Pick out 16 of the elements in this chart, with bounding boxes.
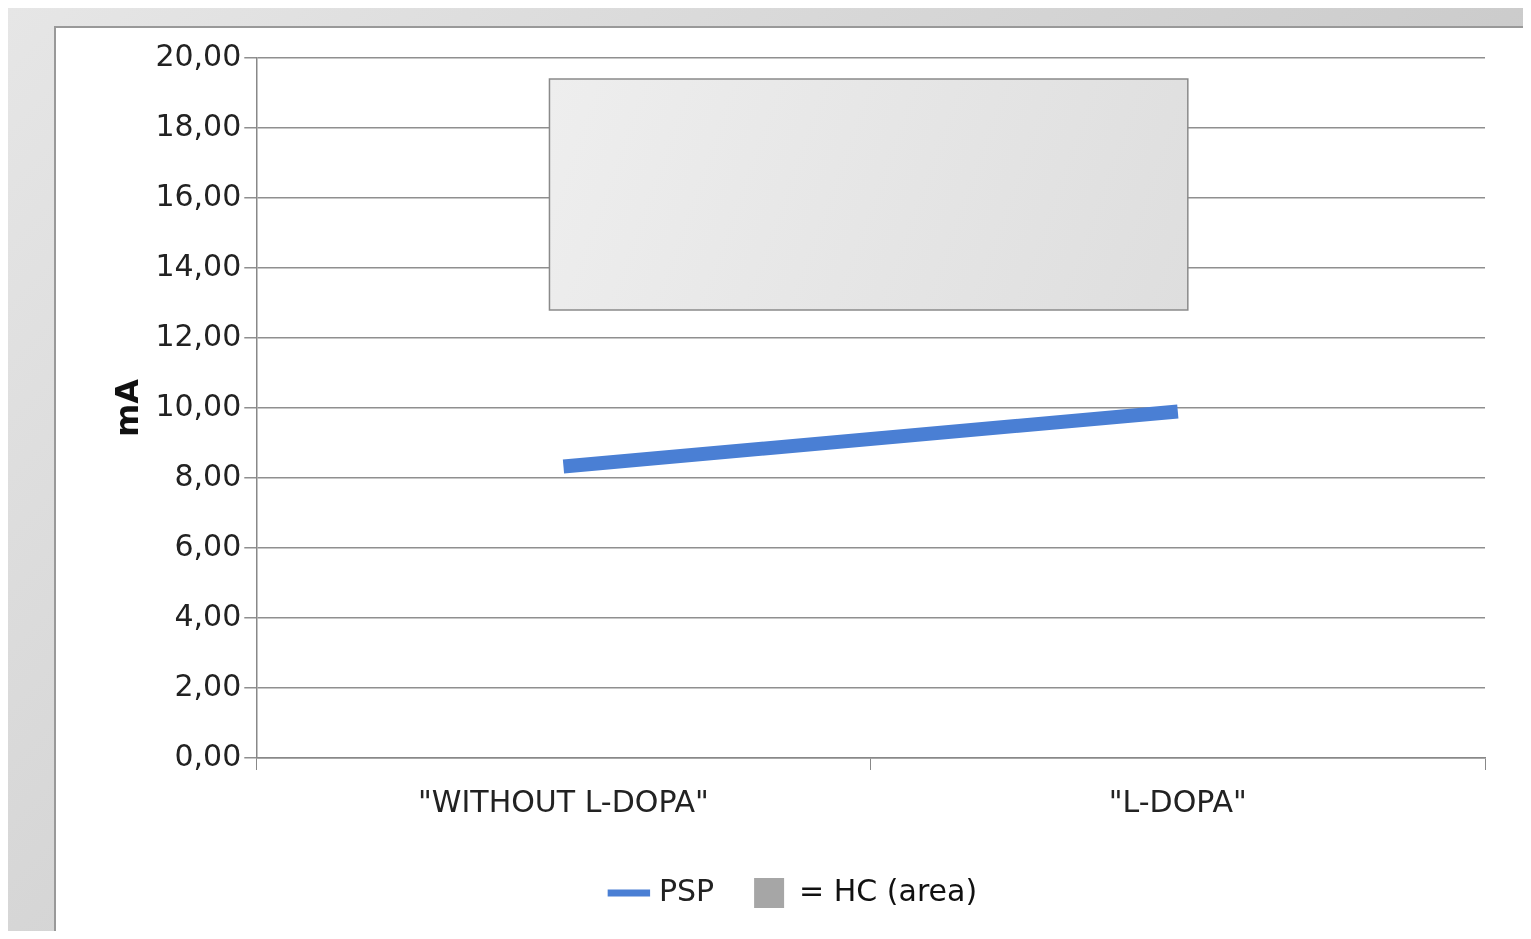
legend-label: PSP xyxy=(658,872,715,908)
x-tick-label: "WITHOUT L-DOPA" xyxy=(418,783,709,819)
y-tick-label: 8,00 xyxy=(174,457,242,493)
y-tick-label: 6,00 xyxy=(174,527,242,563)
y-tick-label: 2,00 xyxy=(174,667,242,703)
y-tick-label: 20,00 xyxy=(155,37,242,73)
y-tick-label: 18,00 xyxy=(155,107,242,143)
x-tick-label: "L-DOPA" xyxy=(1108,783,1247,819)
y-tick-label: 12,00 xyxy=(155,317,242,353)
y-tick-label: 10,00 xyxy=(155,387,242,423)
legend-label: = HC (area) xyxy=(799,872,978,908)
y-tick-label: 14,00 xyxy=(155,247,242,283)
y-axis-title: mA xyxy=(107,378,146,438)
y-tick-label: 4,00 xyxy=(174,597,242,633)
y-tick-label: 0,00 xyxy=(174,737,242,773)
y-tick-label: 16,00 xyxy=(155,177,242,213)
